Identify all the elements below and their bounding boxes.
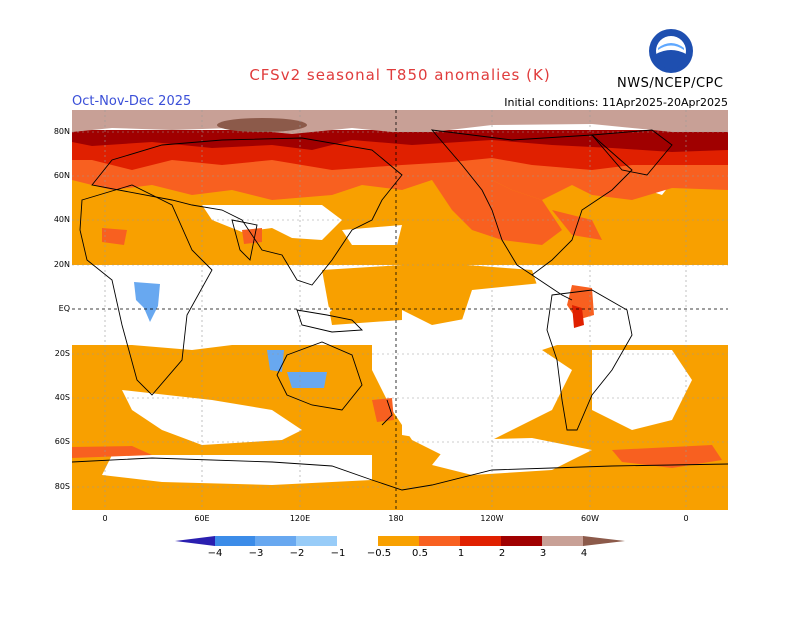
lat-label: 40N — [53, 215, 70, 224]
lon-label: 0 — [102, 514, 108, 523]
negative-anomaly-regions — [134, 282, 327, 388]
lon-label: 180 — [388, 514, 404, 523]
anomaly-2-3K — [72, 140, 728, 328]
colorbar-label: 4 — [580, 548, 588, 559]
coastlines — [72, 129, 728, 491]
near-normal-regions — [72, 180, 692, 485]
colorbar-label: 1 — [457, 548, 465, 559]
colorbar-high-arrow — [583, 536, 625, 546]
lat-label: 80S — [54, 482, 70, 491]
colorbar-swatch — [542, 536, 583, 546]
agency-label: NWS/NCEP/CPC — [617, 76, 724, 91]
colorbar-label: −2 — [289, 548, 305, 559]
colorbar-swatch — [378, 536, 419, 546]
colorbar-swatch — [296, 536, 337, 546]
colorbar — [175, 536, 625, 546]
map-title: CFSv2 seasonal T850 anomalies (K) — [249, 66, 551, 84]
colorbar-label: −3 — [248, 548, 264, 559]
lat-label: 20S — [54, 349, 70, 358]
lon-label: 120W — [480, 514, 504, 523]
colorbar-label: 2 — [498, 548, 506, 559]
noaa-logo — [649, 29, 693, 73]
colorbar-label: −0.5 — [366, 548, 392, 559]
lat-label: 80N — [53, 127, 70, 136]
colorbar-swatch — [501, 536, 542, 546]
lon-label: 60E — [194, 514, 210, 523]
colorbar-label: 3 — [539, 548, 547, 559]
lat-label: 20N — [53, 260, 70, 269]
lon-label: 120E — [289, 514, 311, 523]
lon-label: 60W — [580, 514, 600, 523]
anomaly-3-4K — [72, 130, 728, 152]
anomaly-peak-region — [217, 118, 307, 132]
colorbar-swatch — [460, 536, 501, 546]
colorbar-label: −1 — [330, 548, 346, 559]
anomaly-map — [72, 110, 728, 510]
colorbar-swatch — [215, 536, 255, 546]
colorbar-swatch — [255, 536, 296, 546]
lat-label: 60N — [53, 171, 70, 180]
colorbar-swatch — [337, 536, 378, 546]
lat-label: 40S — [54, 393, 70, 402]
lon-label: 0 — [683, 514, 689, 523]
colorbar-swatch — [419, 536, 460, 546]
lat-label: EQ — [58, 304, 70, 313]
colorbar-low-arrow — [175, 536, 215, 546]
initial-conditions: Initial conditions: 11Apr2025-20Apr2025 — [504, 96, 728, 109]
colorbar-label: −4 — [207, 548, 223, 559]
lat-label: 60S — [54, 437, 70, 446]
lat-lon-grid — [72, 110, 728, 510]
season-label: Oct-Nov-Dec 2025 — [72, 94, 192, 109]
colorbar-label: 0.5 — [412, 548, 428, 559]
